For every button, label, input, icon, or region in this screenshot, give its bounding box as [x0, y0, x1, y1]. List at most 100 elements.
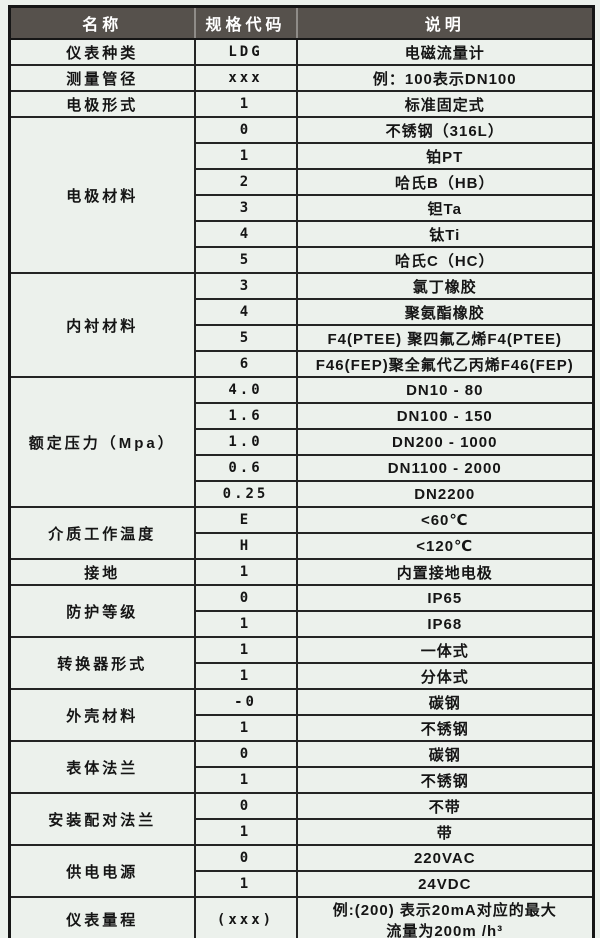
col-header-desc: 说明 — [295, 5, 595, 40]
code-cell: (xxx) — [193, 896, 298, 938]
spec-table: 名称 规格代码 说明 仪表种类 LDG 电磁流量计 测量管径 xxx 例：100表示DN1… — [8, 5, 595, 938]
desc-line1: DN100 - 150 — [396, 407, 493, 425]
desc-cell: <60℃ — [295, 506, 595, 534]
desc-cell: 内置接地电极 — [295, 558, 595, 586]
desc-cell: DN2200 — [295, 480, 595, 508]
desc-line1: 哈氏C（HC） — [395, 252, 495, 270]
code-cell: 0.6 — [193, 454, 298, 482]
table-row: 1 不锈钢 — [10, 714, 595, 742]
desc-line1: 220VAC — [413, 849, 476, 867]
table-row: 4 钛Ti — [10, 220, 595, 248]
desc-cell: 不锈钢 — [295, 766, 595, 794]
code-cell: H — [193, 532, 298, 560]
group-name-cell: 表体法兰 — [8, 740, 196, 794]
group-name-cell: 仪表量程 — [8, 896, 196, 938]
code-cell: 1 — [193, 636, 298, 664]
table-row: 1.6 DN100 - 150 — [10, 402, 595, 430]
group-name-cell: 转换器形式 — [8, 636, 196, 690]
code-cell: 1 — [193, 558, 298, 586]
desc-cell: DN100 - 150 — [295, 402, 595, 430]
table-row: 1 分体式 — [10, 662, 595, 690]
col-header-name: 名称 — [8, 5, 196, 40]
group-name-cell: 接地 — [8, 558, 196, 586]
code-cell: 0.25 — [193, 480, 298, 508]
code-cell: 4.0 — [193, 376, 298, 404]
code-cell: 2 — [193, 168, 298, 196]
desc-line1: 碳钢 — [428, 746, 461, 764]
desc-cell: IP68 — [295, 610, 595, 638]
desc-line1: F46(FEP)聚全氟代乙丙烯F46(FEP) — [315, 356, 574, 374]
desc-cell: 钽Ta — [295, 194, 595, 222]
table-row: 1 铂PT — [10, 142, 595, 170]
code-cell: E — [193, 506, 298, 534]
desc-line1: 带 — [436, 824, 453, 842]
code-cell: 1 — [193, 142, 298, 170]
desc-cell: 例:(200) 表示20mA对应的最大 流量为200m /h³ — [295, 896, 595, 938]
header-row: 名称 规格代码 说明 — [8, 5, 595, 40]
group-name-cell: 内衬材料 — [8, 272, 196, 378]
code-cell: 1 — [193, 766, 298, 794]
table-row: 0.25 DN2200 — [10, 480, 595, 508]
group-name-cell: 仪表种类 — [8, 38, 196, 66]
table-row: 1 24VDC — [10, 870, 595, 898]
desc-line1: DN10 - 80 — [406, 381, 484, 399]
desc-line1: 铂PT — [426, 148, 464, 166]
desc-line1: IP65 — [427, 589, 463, 607]
table-row: 仪表量程 (xxx) 例:(200) 表示20mA对应的最大 流量为200m /h³ — [8, 896, 595, 938]
desc-cell: 氯丁橡胶 — [295, 272, 595, 300]
table-row: 1.0 DN200 - 1000 — [10, 428, 595, 456]
desc-line1: 电磁流量计 — [404, 44, 485, 62]
desc-cell: 聚氨酯橡胶 — [295, 298, 595, 326]
desc-cell: 哈氏C（HC） — [295, 246, 595, 274]
desc-line1: DN1100 - 2000 — [387, 459, 502, 477]
table-row: 防护等级 0 IP65 — [8, 584, 595, 638]
code-cell: 1 — [193, 90, 298, 118]
desc-cell: 不锈钢（316L） — [295, 116, 595, 144]
desc-cell: 铂PT — [295, 142, 595, 170]
table-row: 表体法兰 0 碳钢 — [8, 740, 595, 794]
code-cell: 3 — [193, 272, 298, 300]
code-cell: xxx — [193, 64, 298, 92]
desc-cell: 钛Ti — [295, 220, 595, 248]
desc-line1: 一体式 — [420, 642, 469, 660]
group-name-cell: 额定压力（Mpa） — [8, 376, 196, 508]
code-cell: 5 — [193, 324, 298, 352]
desc-cell: 220VAC — [295, 844, 595, 872]
table-row: 测量管径 xxx 例：100表示DN100 — [8, 64, 595, 92]
desc-line1: 聚氨酯橡胶 — [404, 304, 485, 322]
group-name-cell: 电极材料 — [8, 116, 196, 274]
code-cell: 0 — [193, 584, 298, 612]
code-cell: 1 — [193, 870, 298, 898]
desc-line1: 钛Ti — [429, 226, 461, 244]
code-cell: 6 — [193, 350, 298, 378]
table-row: 供电电源 0 220VAC — [8, 844, 595, 898]
desc-cell: 电磁流量计 — [295, 38, 595, 66]
group-name-cell: 电极形式 — [8, 90, 196, 118]
table-row: H <120℃ — [10, 532, 595, 560]
table-row: 接地 1 内置接地电极 — [8, 558, 595, 586]
spec-table-body: 仪表种类 LDG 电磁流量计 测量管径 xxx 例：100表示DN100 电极形式 1 标准固定… — [8, 38, 595, 938]
desc-cell: DN200 - 1000 — [295, 428, 595, 456]
desc-line1: 钽Ta — [427, 200, 462, 218]
table-row: 5 哈氏C（HC） — [10, 246, 595, 274]
desc-cell: IP65 — [295, 584, 595, 612]
desc-cell: 碳钢 — [295, 740, 595, 768]
code-cell: 0 — [193, 740, 298, 768]
desc-cell: 24VDC — [295, 870, 595, 898]
group-name-cell: 安装配对法兰 — [8, 792, 196, 846]
desc-line1: 例:(200) 表示20mA对应的最大 — [332, 901, 557, 919]
desc-line1: 标准固定式 — [404, 96, 485, 114]
code-cell: 5 — [193, 246, 298, 274]
desc-cell: 碳钢 — [295, 688, 595, 716]
table-row: 安装配对法兰 0 不带 — [8, 792, 595, 846]
desc-cell: 不带 — [295, 792, 595, 820]
table-row: 转换器形式 1 一体式 — [8, 636, 595, 690]
desc-cell: 哈氏B（HB） — [295, 168, 595, 196]
table-row: 内衬材料 3 氯丁橡胶 — [8, 272, 595, 378]
desc-cell: 带 — [295, 818, 595, 846]
spec-table-header: 名称 规格代码 说明 — [8, 5, 595, 40]
table-row: 1 不锈钢 — [10, 766, 595, 794]
code-cell: 1 — [193, 818, 298, 846]
table-row: 0.6 DN1100 - 2000 — [10, 454, 595, 482]
table-row: 2 哈氏B（HB） — [10, 168, 595, 196]
